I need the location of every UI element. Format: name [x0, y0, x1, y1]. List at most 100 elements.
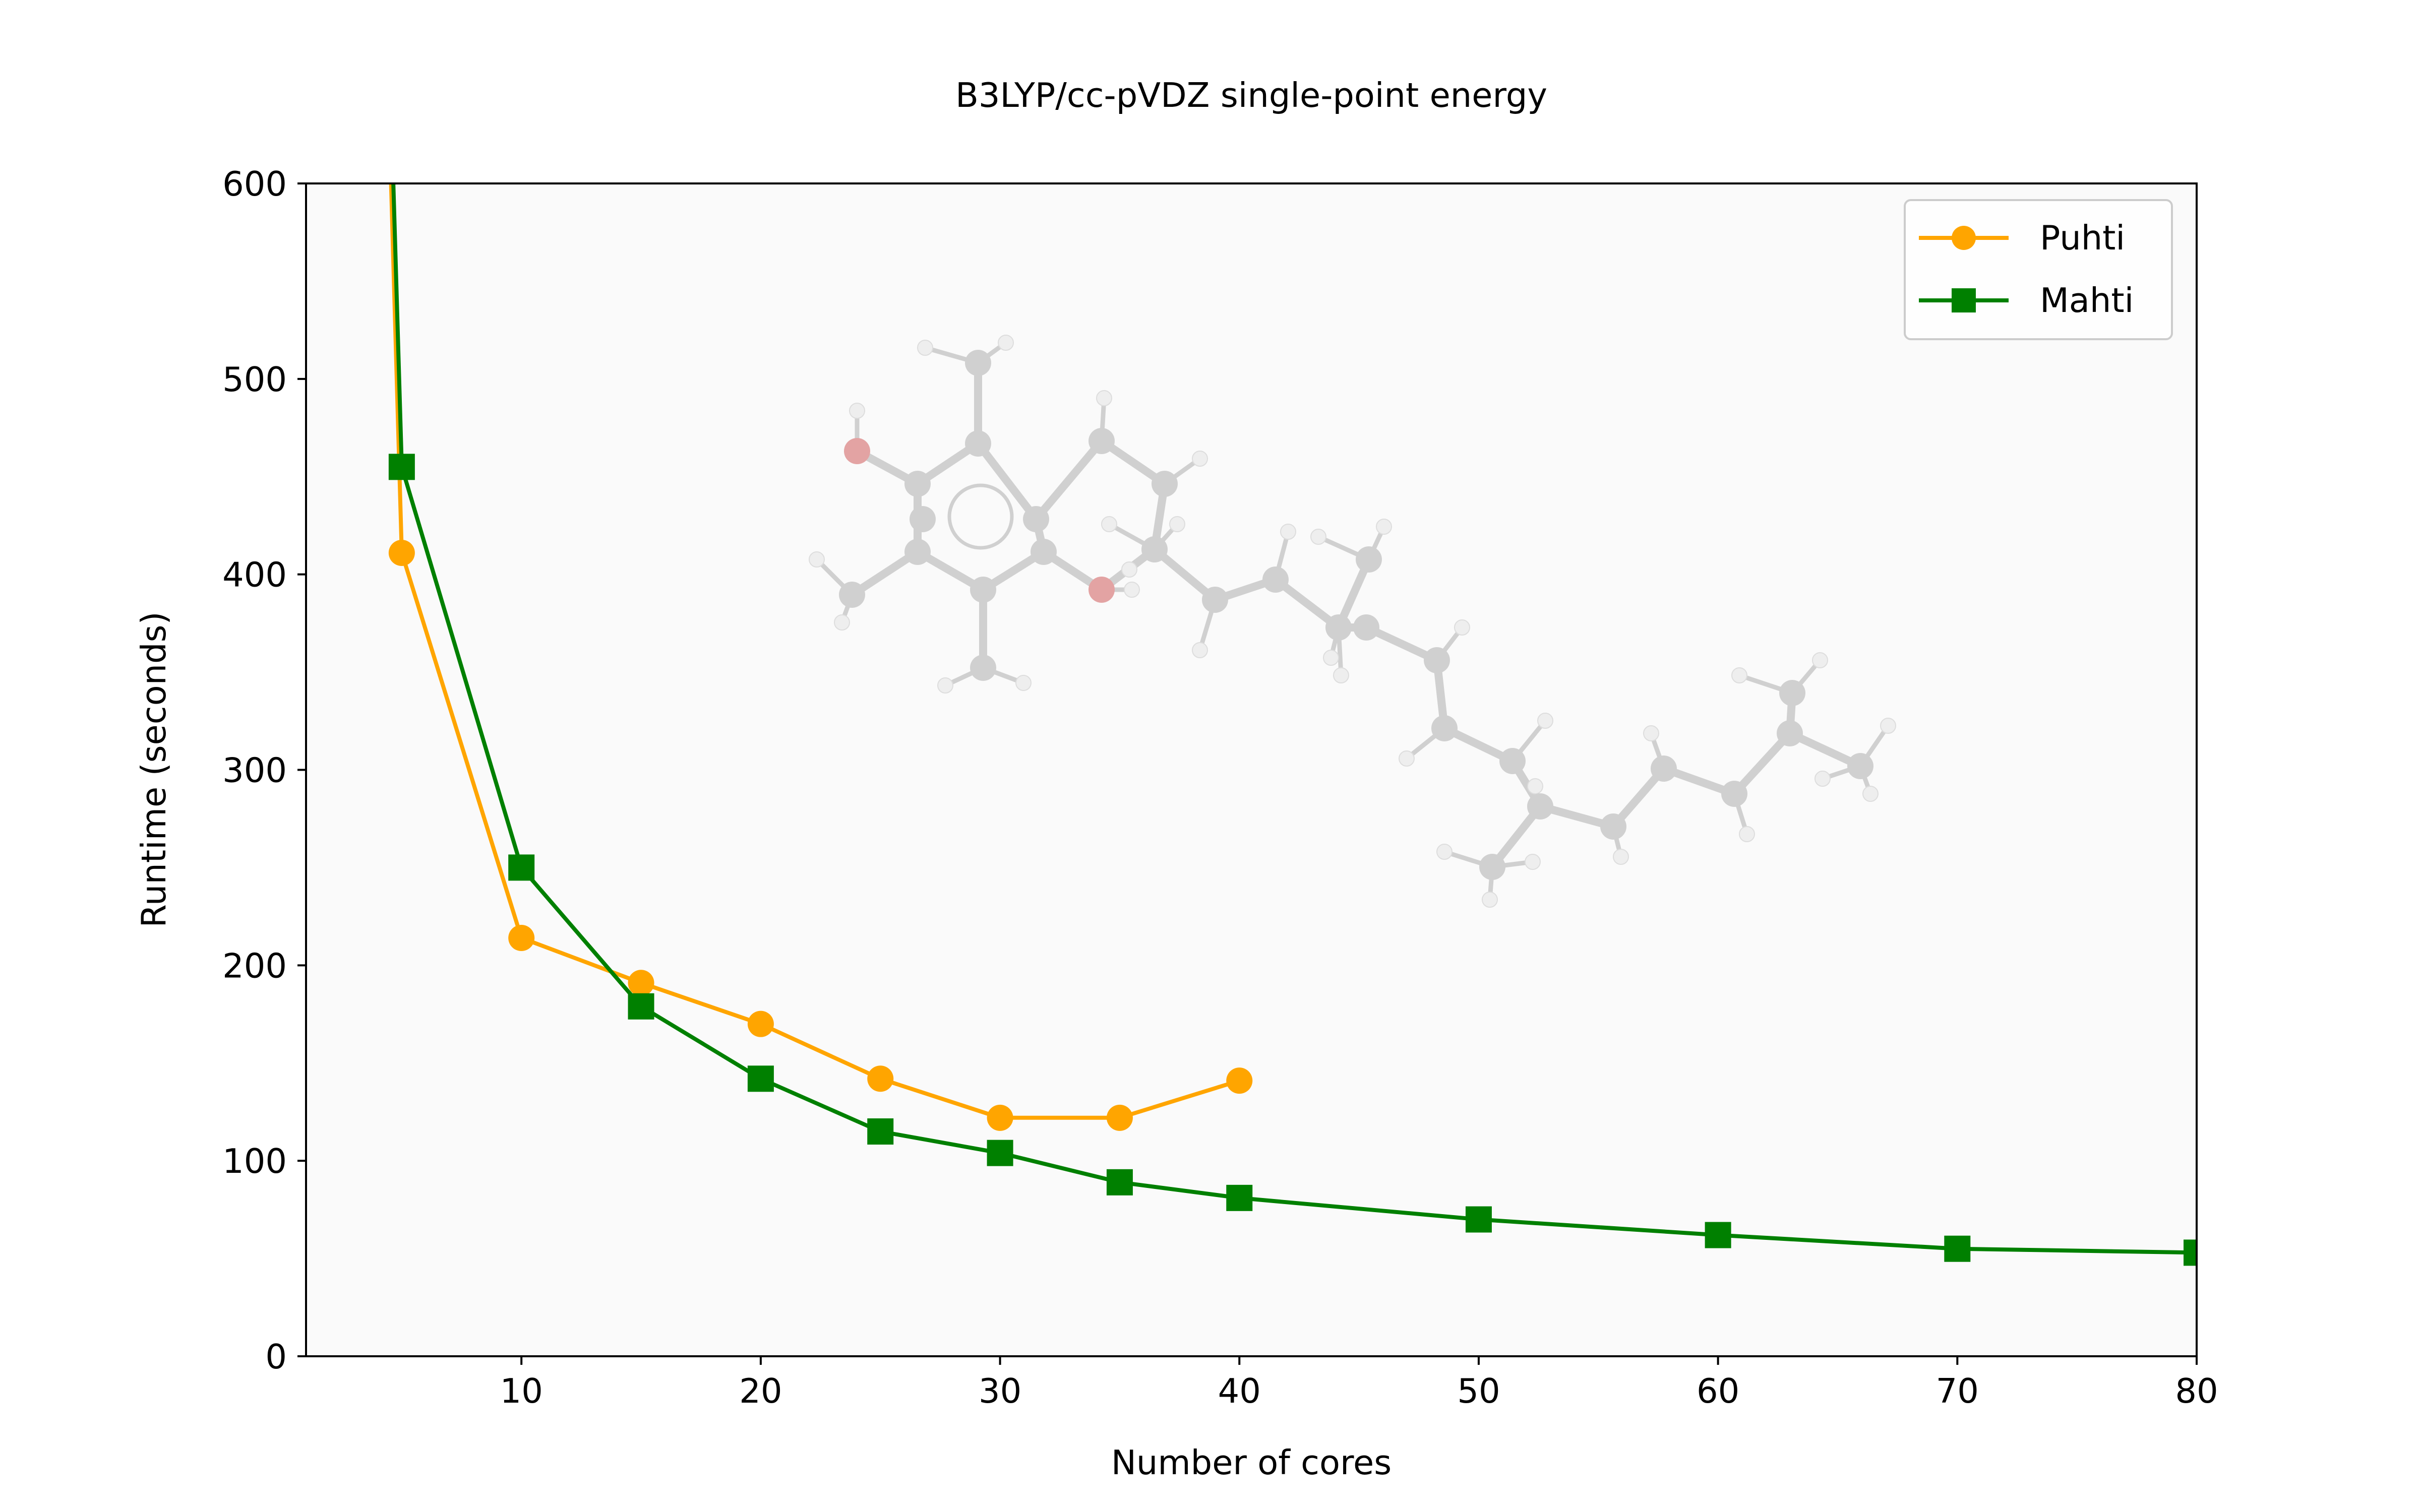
molecule-hydrogen-atom	[1323, 650, 1339, 666]
molecule-hydrogen-atom	[1613, 849, 1629, 865]
data-point-puhti	[628, 970, 654, 996]
x-axis-label: Number of cores	[1111, 1443, 1392, 1482]
legend-label-mahti: Mahti	[2040, 281, 2134, 320]
data-point-puhti	[1106, 1104, 1133, 1131]
y-tick-label: 500	[222, 360, 287, 399]
data-point-mahti	[1226, 1184, 1253, 1211]
molecule-hydrogen-atom	[1643, 725, 1659, 741]
y-tick-label: 300	[222, 751, 287, 790]
plot-area	[306, 183, 2197, 1356]
molecule-carbon-atom	[1141, 536, 1168, 562]
data-point-mahti	[747, 1065, 774, 1092]
molecule-carbon-atom	[910, 506, 936, 532]
y-tick-label: 100	[222, 1142, 287, 1181]
molecule-hydrogen-atom	[1192, 451, 1208, 467]
molecule-carbon-atom	[1527, 793, 1553, 820]
molecule-bond	[1151, 545, 1219, 604]
molecule-carbon-atom	[1088, 428, 1115, 454]
data-point-puhti	[388, 540, 415, 566]
data-point-mahti	[508, 854, 535, 881]
molecule-carbon-atom	[1353, 614, 1379, 641]
molecule-hydrogen-atom	[1739, 826, 1755, 842]
molecule-carbon-atom	[1431, 715, 1458, 741]
legend: Puhti Mahti	[1904, 199, 2173, 340]
y-tick-label: 400	[222, 555, 287, 595]
molecule-hydrogen-atom	[1333, 667, 1349, 683]
molecule-hydrogen-atom	[834, 614, 850, 631]
molecule-aromatic-ring	[947, 483, 1014, 550]
molecule-hydrogen-atom	[1124, 582, 1140, 598]
molecule-carbon-atom	[1651, 755, 1677, 782]
molecule-bond	[1272, 576, 1343, 632]
data-point-mahti	[628, 993, 654, 1020]
molecule-hydrogen-atom	[809, 551, 825, 568]
molecule-carbon-atom	[970, 577, 996, 603]
x-tick-label: 80	[2175, 1371, 2218, 1411]
legend-marker-mahti	[1952, 288, 1976, 312]
molecule-carbon-atom	[1777, 720, 1803, 746]
molecule-hydrogen-atom	[1731, 667, 1747, 683]
x-tick-label: 70	[1936, 1371, 1979, 1411]
molecule-hydrogen-atom	[1101, 516, 1117, 532]
x-tick-label: 60	[1697, 1371, 1739, 1411]
data-point-mahti	[1944, 1235, 1971, 1262]
data-point-mahti	[1465, 1206, 1492, 1233]
y-tick-label: 200	[222, 946, 287, 985]
molecule-oxygen-atom	[844, 438, 870, 464]
molecule-hydrogen-atom	[1436, 844, 1453, 860]
data-point-puhti	[987, 1104, 1013, 1131]
data-point-mahti	[1106, 1169, 1133, 1195]
molecule-carbon-atom	[1479, 854, 1505, 880]
x-tick-label: 20	[739, 1371, 782, 1411]
molecule-bond	[1730, 729, 1794, 798]
molecule-hydrogen-atom	[1310, 529, 1326, 545]
molecule-hydrogen-atom	[1015, 675, 1032, 691]
data-point-puhti	[867, 1065, 894, 1092]
x-tick-label: 30	[979, 1371, 1021, 1411]
molecule-hydrogen-atom	[1376, 519, 1392, 535]
molecule-hydrogen-atom	[1525, 854, 1541, 870]
data-point-mahti	[1705, 1222, 1731, 1248]
molecule-icon	[809, 335, 1896, 908]
molecule-hydrogen-atom	[1812, 652, 1828, 668]
molecule-carbon-atom	[1499, 748, 1526, 774]
molecule-carbon-atom	[1262, 566, 1289, 593]
molecule-hydrogen-atom	[1399, 750, 1415, 767]
molecule-hydrogen-atom	[1121, 561, 1137, 578]
data-point-mahti	[388, 454, 415, 480]
molecule-hydrogen-atom	[1096, 390, 1112, 406]
molecule-carbon-atom	[839, 582, 865, 608]
molecule-hydrogen-atom	[1482, 892, 1498, 908]
molecule-carbon-atom	[965, 350, 991, 376]
data-point-puhti	[747, 1011, 774, 1037]
molecule-carbon-atom	[1721, 781, 1747, 807]
molecule-carbon-atom	[1424, 647, 1450, 673]
molecule-oxygen-atom	[1088, 577, 1115, 603]
y-axis-label: Runtime (seconds)	[134, 611, 173, 927]
molecule-bond	[974, 439, 1040, 523]
molecule-hydrogen-atom	[1814, 771, 1831, 787]
molecule-hydrogen-atom	[1537, 713, 1553, 729]
legend-marker-puhti	[1952, 226, 1976, 250]
molecule-carbon-atom	[904, 471, 931, 497]
molecule-carbon-atom	[1152, 471, 1178, 497]
data-point-puhti	[1226, 1067, 1253, 1094]
molecule-hydrogen-atom	[917, 340, 933, 356]
molecule-carbon-atom	[965, 430, 991, 457]
molecule-hydrogen-atom	[1454, 619, 1470, 636]
molecule-hydrogen-atom	[1169, 516, 1185, 532]
molecule-carbon-atom	[1325, 614, 1352, 641]
molecule-hydrogen-atom	[1280, 524, 1296, 540]
molecule-bond	[1032, 437, 1106, 523]
y-tick-label: 600	[222, 164, 287, 204]
molecule-carbon-atom	[1023, 506, 1049, 532]
molecule-carbon-atom	[904, 539, 931, 565]
data-point-puhti	[508, 925, 535, 952]
molecule-carbon-atom	[1356, 546, 1382, 573]
molecule-carbon-atom	[1847, 753, 1873, 779]
molecule-hydrogen-atom	[1862, 786, 1879, 802]
data-point-mahti	[987, 1140, 1013, 1166]
molecule-hydrogen-atom	[1192, 642, 1208, 658]
molecule-hydrogen-atom	[998, 335, 1014, 351]
